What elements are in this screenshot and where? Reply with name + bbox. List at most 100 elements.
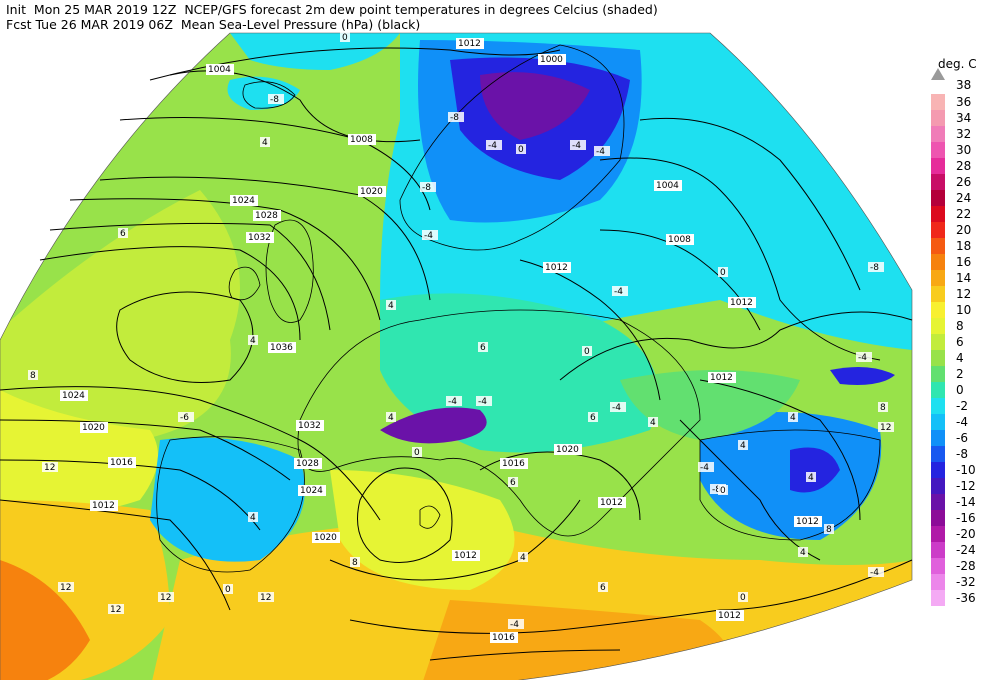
temperature-label-bg <box>612 286 628 296</box>
isobar-label: 1016 <box>110 458 133 468</box>
isobar-line <box>69 198 381 321</box>
isobar-label: 1032 <box>248 233 271 243</box>
temperature-label: 4 <box>388 413 394 423</box>
legend-label: 32 <box>956 127 972 141</box>
legend-swatch <box>931 158 945 174</box>
scandinavian-mountains-zone <box>480 72 590 140</box>
temperature-label-bg <box>478 342 488 352</box>
temperature-label: 4 <box>250 513 256 523</box>
temperature-label-bg <box>448 112 464 122</box>
temperature-label: 0 <box>414 448 420 458</box>
temperature-label: -4 <box>424 231 433 241</box>
temperature-label-bg <box>42 462 58 472</box>
temperature-label-bg <box>824 524 834 534</box>
legend-label: 8 <box>956 319 964 333</box>
legend-label: 16 <box>956 255 972 269</box>
temperature-label-bg <box>598 582 608 592</box>
isobar-line <box>429 649 621 661</box>
isobar-label: 1020 <box>314 533 337 543</box>
temperature-label-bg <box>446 396 462 406</box>
legend-label: -12 <box>956 479 976 493</box>
temperature-label: 12 <box>44 463 55 473</box>
isobar-label: 1016 <box>502 459 525 469</box>
temperature-label-bg <box>798 547 808 557</box>
atlantic-warm-zone <box>0 190 240 440</box>
isobar-label-bg <box>456 38 484 49</box>
isobar-label: 1012 <box>92 501 115 511</box>
legend-swatch <box>931 110 945 126</box>
legend-label: 2 <box>956 367 964 381</box>
isobar-label: 1016 <box>492 633 515 643</box>
temperature-label: -8 <box>450 113 459 123</box>
turkey-coast <box>699 429 881 541</box>
isobar-line <box>357 467 453 563</box>
legend-label: -20 <box>956 527 976 541</box>
legend-label: -14 <box>956 495 976 509</box>
legend-label: 30 <box>956 143 972 157</box>
temperature-label: -4 <box>488 141 497 151</box>
temperature-label: 4 <box>388 301 394 311</box>
isobar-line <box>0 386 381 521</box>
isobar-label-bg <box>246 232 274 243</box>
isobar-label-bg <box>554 444 582 455</box>
legend-label: 28 <box>956 159 972 173</box>
legend-swatch <box>931 190 945 206</box>
temperature-label: -4 <box>572 141 581 151</box>
legend-swatch <box>931 494 945 510</box>
temperature-label: -6 <box>180 413 189 423</box>
isobar-labels: 1012100410081020102410281032103610241020… <box>60 38 822 643</box>
legend-swatch <box>931 478 945 494</box>
isobar-line <box>329 499 581 581</box>
ireland-coast <box>228 266 261 301</box>
isobar-label-bg <box>716 610 744 621</box>
isobar-label: 1008 <box>350 135 373 145</box>
legend-label: -6 <box>956 431 968 445</box>
temperature-label: -4 <box>700 463 709 473</box>
legend-swatch <box>931 286 945 302</box>
legend-swatch <box>931 302 945 318</box>
temperature-label: -4 <box>614 287 623 297</box>
legend-label: -16 <box>956 511 976 525</box>
isobar-line <box>349 559 913 634</box>
temperature-label: 12 <box>260 593 271 603</box>
legend-swatch <box>931 238 945 254</box>
temperature-label: 0 <box>225 585 231 595</box>
temperature-label-bg <box>386 300 396 310</box>
isobar-label-bg <box>90 500 118 511</box>
isobar-label-bg <box>296 420 324 431</box>
isobar-label: 1032 <box>298 421 321 431</box>
temperature-label: 8 <box>30 371 36 381</box>
isobar-label: 1004 <box>656 181 679 191</box>
isobar-line <box>119 117 431 211</box>
legend-swatch <box>931 174 945 190</box>
legend-top-value: 38 <box>956 78 972 92</box>
isobar-line <box>559 311 913 381</box>
legend-label: 34 <box>956 111 972 125</box>
isobar-label-bg <box>268 342 296 353</box>
temperature-label: 8 <box>826 525 832 535</box>
temperature-label-bg <box>718 485 728 495</box>
header-line-1: Init Mon 25 MAR 2019 12Z NCEP/GFS foreca… <box>6 2 658 17</box>
legend-label: 26 <box>956 175 972 189</box>
temperature-label: 4 <box>800 548 806 558</box>
isobar-label: 1012 <box>454 551 477 561</box>
isobar-label: 1012 <box>545 263 568 273</box>
caucasus-zone <box>830 366 895 385</box>
isobar-label: 1036 <box>270 343 293 353</box>
legend-unit: deg. C <box>938 57 977 71</box>
temperature-label: 4 <box>250 336 256 346</box>
temperature-label-bg <box>486 140 502 150</box>
isobar-label: 1000 <box>540 55 563 65</box>
legend-swatch <box>931 270 945 286</box>
isobar-line <box>679 419 821 561</box>
legend-swatch <box>931 334 945 350</box>
isobar-line <box>99 176 431 301</box>
isobar-line <box>0 459 261 531</box>
isobar-label: 1020 <box>82 423 105 433</box>
temperature-label: 12 <box>60 583 71 593</box>
legend-label: -8 <box>956 447 968 461</box>
isobar-label: 1028 <box>296 459 319 469</box>
isobar-line <box>479 451 641 521</box>
legend-label: 18 <box>956 239 972 253</box>
isobar-label-bg <box>538 54 566 65</box>
